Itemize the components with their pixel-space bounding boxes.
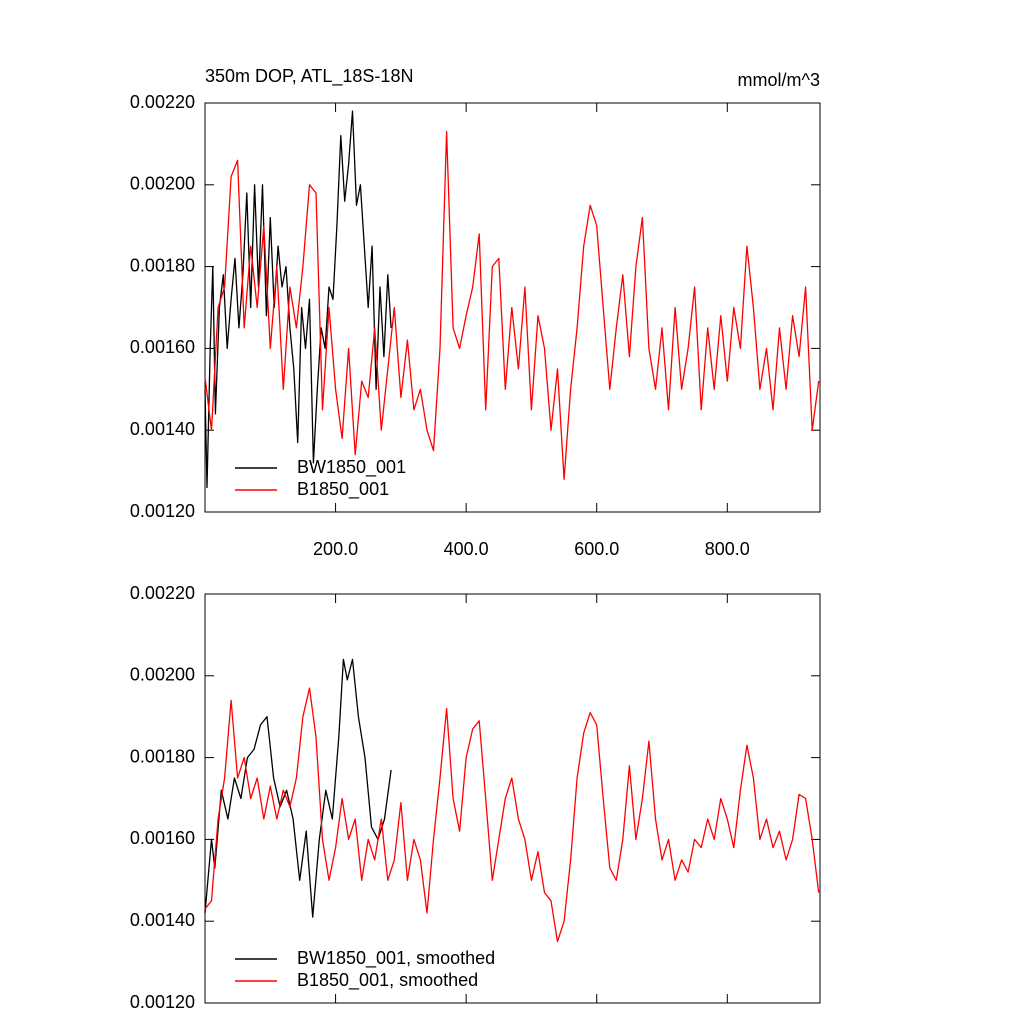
series-line	[204, 687, 820, 943]
y-tick-label: 0.00120	[130, 501, 195, 521]
plot-frame	[204, 102, 821, 513]
legend-label: BW1850_001, smoothed	[297, 948, 495, 969]
legend-label: BW1850_001	[297, 457, 406, 478]
y-tick-label: 0.00160	[130, 337, 195, 357]
y-tick-label: 0.00120	[130, 992, 195, 1012]
units-label: mmol/m^3	[738, 70, 820, 90]
y-tick-label: 0.00160	[130, 828, 195, 848]
x-tick-label: 800.0	[705, 539, 750, 559]
legend-label: B1850_001, smoothed	[297, 970, 478, 991]
legend-label: B1850_001	[297, 479, 389, 500]
y-tick-label: 0.00220	[130, 583, 195, 603]
series-line	[204, 110, 392, 489]
y-tick-label: 0.00180	[130, 746, 195, 766]
y-tick-label: 0.00200	[130, 174, 195, 194]
x-tick-label: 600.0	[574, 539, 619, 559]
x-tick-label: 200.0	[313, 539, 358, 559]
x-tick-label: 400.0	[444, 539, 489, 559]
y-tick-label: 0.00220	[130, 92, 195, 112]
y-tick-label: 0.00180	[130, 255, 195, 275]
plot-frame	[204, 593, 821, 1004]
chart-title: 350m DOP, ATL_18S-18N	[205, 66, 413, 87]
y-tick-label: 0.00200	[130, 665, 195, 685]
y-tick-label: 0.00140	[130, 910, 195, 930]
series-line	[204, 130, 820, 480]
series-line	[204, 658, 392, 918]
y-tick-label: 0.00140	[130, 419, 195, 439]
